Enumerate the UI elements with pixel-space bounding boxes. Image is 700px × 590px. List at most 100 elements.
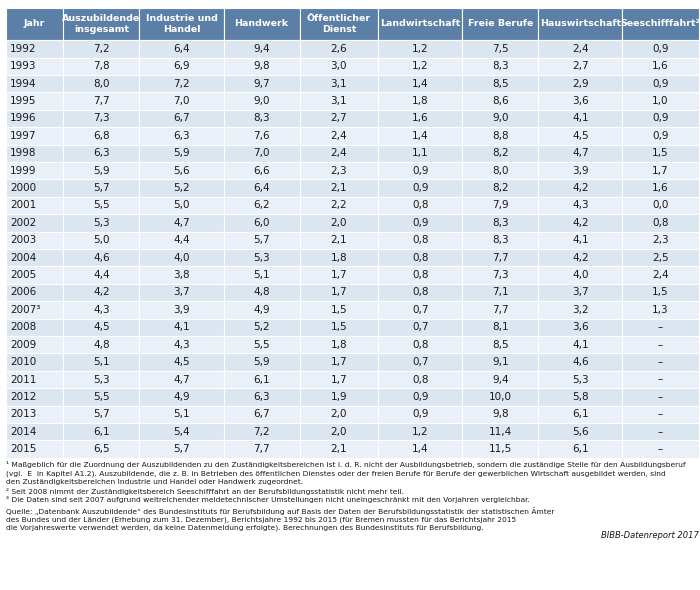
Text: 2,1: 2,1 (330, 444, 347, 454)
Text: 5,7: 5,7 (93, 183, 110, 193)
Text: Seeschifffahrt²: Seeschifffahrt² (621, 19, 700, 28)
Bar (622, 162, 699, 179)
Bar (622, 75, 699, 93)
Bar (223, 58, 300, 75)
Bar (139, 353, 223, 371)
Text: 8,2: 8,2 (492, 183, 509, 193)
Text: 8,5: 8,5 (492, 78, 509, 88)
Bar (63, 8, 139, 40)
Bar (6, 179, 63, 197)
Bar (6, 353, 63, 371)
Text: 6,1: 6,1 (253, 375, 270, 385)
Text: ³ Die Daten sind seit 2007 aufgrund weitreichender meldetechnischer Umstellungen: ³ Die Daten sind seit 2007 aufgrund weit… (6, 496, 529, 503)
Text: 2009: 2009 (10, 340, 36, 350)
Text: 2015: 2015 (10, 444, 36, 454)
Text: 5,2: 5,2 (253, 322, 270, 332)
Text: 1,8: 1,8 (330, 340, 347, 350)
Bar (378, 301, 462, 319)
Bar (622, 284, 699, 301)
Bar (139, 406, 223, 423)
Text: 11,5: 11,5 (489, 444, 512, 454)
Text: 4,1: 4,1 (572, 235, 589, 245)
Text: 2,1: 2,1 (330, 235, 347, 245)
Bar (538, 214, 622, 232)
Bar (300, 58, 378, 75)
Bar (300, 406, 378, 423)
Text: 2,3: 2,3 (652, 235, 669, 245)
Bar (6, 267, 63, 284)
Bar (63, 301, 139, 319)
Bar (538, 179, 622, 197)
Bar (538, 197, 622, 214)
Text: 1998: 1998 (10, 148, 36, 158)
Bar (538, 162, 622, 179)
Bar (223, 232, 300, 249)
Bar (622, 249, 699, 267)
Bar (378, 40, 462, 58)
Bar (300, 214, 378, 232)
Bar (63, 179, 139, 197)
Text: 3,6: 3,6 (572, 322, 589, 332)
Text: 7,7: 7,7 (492, 253, 509, 263)
Bar (139, 93, 223, 110)
Bar (6, 406, 63, 423)
Text: 5,5: 5,5 (93, 201, 110, 211)
Bar (622, 145, 699, 162)
Bar (6, 58, 63, 75)
Text: 5,1: 5,1 (173, 409, 190, 419)
Text: 5,5: 5,5 (93, 392, 110, 402)
Text: 2,4: 2,4 (330, 148, 347, 158)
Text: 7,6: 7,6 (253, 131, 270, 141)
Text: 6,4: 6,4 (173, 44, 190, 54)
Text: 8,3: 8,3 (492, 218, 509, 228)
Bar (622, 388, 699, 406)
Bar (462, 162, 538, 179)
Text: 1,3: 1,3 (652, 305, 669, 315)
Text: 5,4: 5,4 (173, 427, 190, 437)
Text: 10,0: 10,0 (489, 392, 512, 402)
Text: 1997: 1997 (10, 131, 36, 141)
Text: 6,9: 6,9 (173, 61, 190, 71)
Bar (139, 75, 223, 93)
Text: 0,9: 0,9 (412, 409, 428, 419)
Text: 0,8: 0,8 (652, 218, 668, 228)
Bar (223, 93, 300, 110)
Text: 4,3: 4,3 (173, 340, 190, 350)
Bar (223, 75, 300, 93)
Text: 2,0: 2,0 (330, 409, 347, 419)
Text: 6,1: 6,1 (572, 409, 589, 419)
Bar (300, 75, 378, 93)
Text: 5,3: 5,3 (93, 218, 110, 228)
Bar (139, 110, 223, 127)
Text: 6,8: 6,8 (93, 131, 110, 141)
Text: 2,0: 2,0 (330, 427, 347, 437)
Text: Jahr: Jahr (24, 19, 45, 28)
Text: 11,4: 11,4 (489, 427, 512, 437)
Text: 4,1: 4,1 (572, 340, 589, 350)
Bar (139, 301, 223, 319)
Text: 1,7: 1,7 (330, 375, 347, 385)
Text: 5,3: 5,3 (253, 253, 270, 263)
Text: 5,9: 5,9 (253, 357, 270, 367)
Text: Hauswirtschaft: Hauswirtschaft (540, 19, 621, 28)
Bar (300, 232, 378, 249)
Bar (6, 249, 63, 267)
Bar (462, 179, 538, 197)
Text: 9,0: 9,0 (253, 96, 270, 106)
Text: 7,7: 7,7 (492, 305, 509, 315)
Bar (462, 93, 538, 110)
Text: 2012: 2012 (10, 392, 36, 402)
Text: 2,9: 2,9 (572, 78, 589, 88)
Bar (139, 232, 223, 249)
Text: 8,8: 8,8 (492, 131, 509, 141)
Text: 5,3: 5,3 (572, 375, 589, 385)
Bar (378, 58, 462, 75)
Bar (538, 110, 622, 127)
Bar (622, 8, 699, 40)
Bar (462, 40, 538, 58)
Bar (622, 440, 699, 458)
Text: 5,2: 5,2 (173, 183, 190, 193)
Text: 9,7: 9,7 (253, 78, 270, 88)
Text: 4,6: 4,6 (572, 357, 589, 367)
Bar (139, 58, 223, 75)
